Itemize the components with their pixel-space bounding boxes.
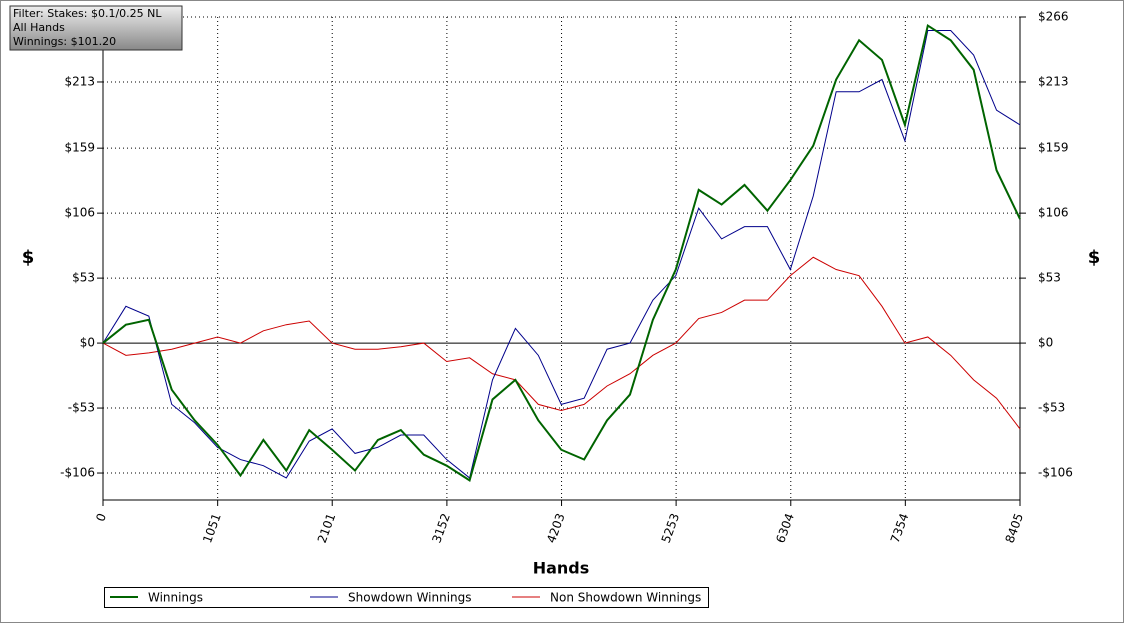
legend-label: Showdown Winnings [348, 591, 472, 605]
y2-tick-label: $106 [1038, 206, 1069, 220]
y2-tick-label: -$53 [1038, 401, 1065, 415]
x-axis-label: Hands [533, 559, 590, 578]
x-tick-label: 0 [93, 511, 109, 523]
y-tick-label: -$53 [68, 401, 95, 415]
y-tick-label: $159 [64, 141, 95, 155]
y2-tick-label: $213 [1038, 74, 1069, 88]
y-tick-label: $106 [64, 206, 95, 220]
y-tick-label: $53 [72, 271, 95, 285]
info-text: Filter: Stakes: $0.1/0.25 NL [13, 7, 162, 20]
y-tick-label: $0 [80, 336, 95, 350]
y-tick-label: $213 [64, 74, 95, 88]
y-tick-label: -$106 [60, 466, 95, 480]
y2-tick-label: $266 [1038, 10, 1069, 24]
y2-tick-label: $159 [1038, 141, 1069, 155]
y2-axis-label: $ [1088, 247, 1101, 268]
y-axis-label: $ [22, 247, 35, 268]
info-text: Winnings: $101.20 [13, 35, 116, 48]
y2-tick-label: $0 [1038, 336, 1053, 350]
legend-box [104, 587, 709, 608]
legend-label: Non Showdown Winnings [550, 591, 701, 605]
y2-tick-label: $53 [1038, 271, 1061, 285]
series-line [102, 29, 1021, 479]
info-text: All Hands [13, 21, 65, 34]
info-background [9, 5, 183, 51]
y2-tick-label: -$106 [1038, 466, 1073, 480]
legend-label: Winnings [148, 591, 203, 605]
series-line [102, 23, 1021, 482]
series-line [102, 256, 1021, 430]
